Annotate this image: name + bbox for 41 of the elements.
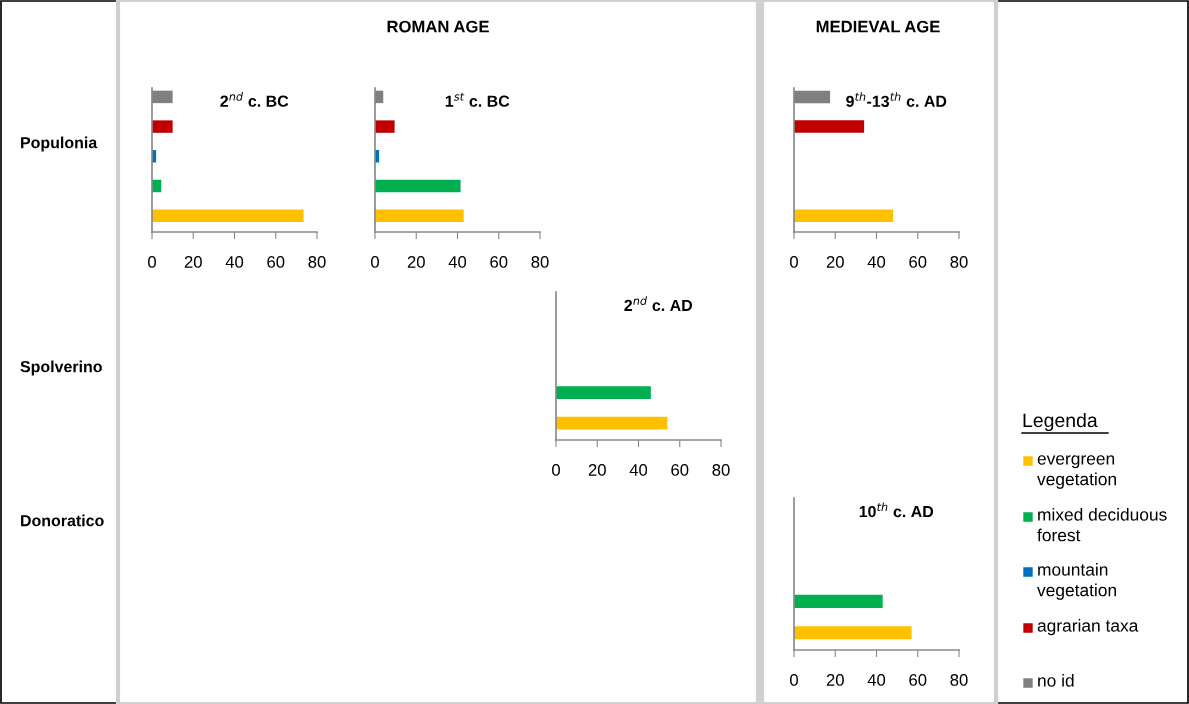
x-tick-label: 60	[490, 256, 508, 268]
x-tick-label: 20	[588, 464, 606, 476]
chart-title: 10$^{th}$ c. AD	[859, 502, 934, 518]
text: Populonia	[21, 136, 98, 152]
x-tick-label: 80	[531, 256, 549, 268]
x-tick-label: 40	[448, 256, 467, 268]
text: Spolverino	[20, 360, 102, 376]
chart-title: 1$^{st}$ c. BC	[445, 92, 510, 107]
x-tick-label: 40	[629, 464, 648, 476]
x-tick-label: 60	[909, 674, 927, 686]
x-tick-label: 0	[790, 674, 798, 686]
x-tick-label: 0	[371, 256, 379, 268]
text: Donoratico	[21, 514, 104, 527]
x-tick-label: 20	[407, 256, 425, 268]
chart-title: 9$^{th}$-13$^{th}$ c. AD	[846, 92, 947, 107]
text: MEDIEVAL AGE	[816, 20, 940, 33]
chart-title: 2$^{nd}$ c. AD	[624, 296, 693, 312]
x-tick-label: 20	[184, 256, 202, 268]
x-tick-label: 20	[826, 674, 844, 686]
x-tick-label: 80	[712, 464, 730, 476]
x-tick-label: 0	[148, 256, 156, 268]
x-tick-label: 60	[671, 464, 689, 476]
x-tick-label: 80	[950, 674, 968, 686]
legend-label: mixed deciduous forest	[1037, 508, 1167, 542]
legend-label: mountain vegetation	[1037, 563, 1116, 600]
x-tick-label: 40	[867, 256, 886, 268]
text: ROMAN AGE	[387, 20, 489, 33]
x-tick-label: 80	[950, 256, 968, 268]
x-tick-label: 60	[909, 256, 927, 268]
x-tick-label: 20	[826, 256, 844, 268]
legend-label: no id	[1038, 674, 1074, 687]
legend-title: Legenda	[1023, 412, 1098, 432]
legend-label: evergreen vegetation	[1037, 455, 1116, 489]
x-tick-label: 80	[308, 256, 326, 268]
x-tick-label: 40	[867, 674, 886, 686]
x-tick-label: 40	[225, 256, 244, 268]
x-tick-label: 60	[267, 256, 285, 268]
legend-label: agrarian taxa	[1037, 619, 1139, 636]
chart-title: 2$^{nd}$ c. BC	[220, 92, 289, 107]
x-tick-label: 0	[790, 256, 798, 268]
x-tick-label: 0	[552, 464, 560, 476]
